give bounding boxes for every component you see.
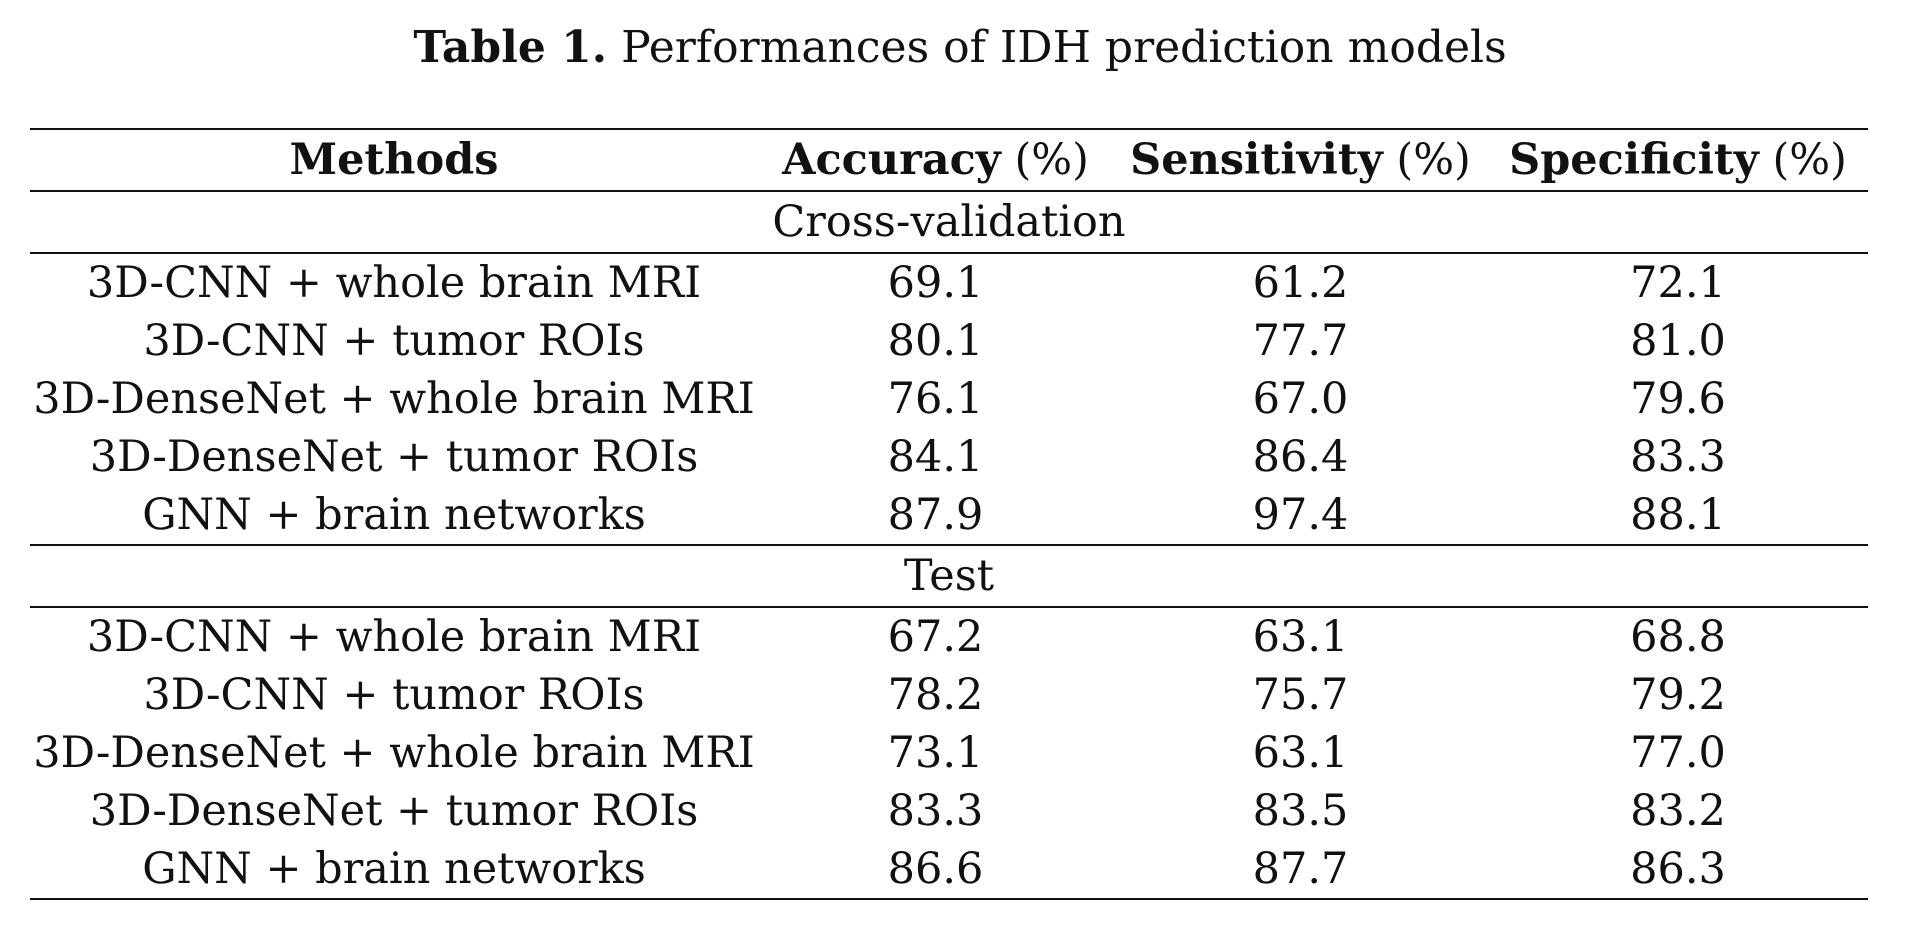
header-label: Specificity bbox=[1509, 135, 1759, 185]
header-unit: (%) bbox=[1396, 135, 1471, 185]
table-row: GNN + brain networks 86.6 87.7 86.3 bbox=[30, 840, 1868, 900]
header-label: Accuracy bbox=[782, 135, 1001, 185]
table-row: 3D-CNN + whole brain MRI 67.2 63.1 68.8 bbox=[30, 607, 1868, 666]
specificity-cell: 77.0 bbox=[1630, 728, 1726, 778]
section-title: Test bbox=[30, 545, 1868, 608]
specificity-cell: 86.3 bbox=[1488, 840, 1868, 900]
header-label: Methods bbox=[289, 135, 499, 185]
accuracy-cell: 76.1 bbox=[887, 374, 984, 424]
table-row: GNN + brain networks 87.9 97.4 88.1 bbox=[30, 486, 1868, 546]
accuracy-cell: 78.2 bbox=[887, 670, 984, 720]
header-sensitivity: Sensitivity (%) bbox=[1113, 128, 1488, 192]
specificity-cell: 79.2 bbox=[1630, 670, 1726, 720]
sensitivity-cell: 86.4 bbox=[1252, 432, 1349, 482]
specificity-cell: 79.6 bbox=[1630, 374, 1726, 424]
table-row: 3D-CNN + tumor ROIs 80.1 77.7 81.0 bbox=[30, 312, 1868, 370]
header-row: Methods Accuracy (%) Sensitivity (%) Spe… bbox=[30, 128, 1868, 192]
method-cell: 3D-CNN + whole brain MRI bbox=[86, 258, 702, 308]
specificity-cell: 68.8 bbox=[1630, 612, 1726, 662]
header-unit: (%) bbox=[1014, 135, 1089, 185]
table-row: 3D-CNN + whole brain MRI 69.1 61.2 72.1 bbox=[30, 253, 1868, 312]
method-cell: 3D-DenseNet + whole brain MRI bbox=[33, 728, 755, 778]
method-cell: 3D-DenseNet + tumor ROIs bbox=[89, 786, 699, 836]
sensitivity-cell: 87.7 bbox=[1113, 840, 1488, 900]
method-cell: GNN + brain networks bbox=[30, 840, 758, 900]
specificity-cell: 83.3 bbox=[1630, 432, 1726, 482]
method-cell: 3D-DenseNet + tumor ROIs bbox=[89, 432, 699, 482]
section-row-cross-validation: Cross-validation bbox=[30, 191, 1868, 254]
sensitivity-cell: 61.2 bbox=[1252, 258, 1349, 308]
method-cell: 3D-CNN + tumor ROIs bbox=[143, 670, 645, 720]
header-specificity: Specificity (%) bbox=[1488, 128, 1868, 192]
specificity-cell: 81.0 bbox=[1630, 316, 1726, 366]
sensitivity-cell: 75.7 bbox=[1252, 670, 1349, 720]
sensitivity-cell: 97.4 bbox=[1113, 486, 1488, 546]
table-row: 3D-DenseNet + tumor ROIs 83.3 83.5 83.2 bbox=[30, 782, 1868, 840]
header-unit: (%) bbox=[1772, 135, 1847, 185]
table-caption: Table 1. Performances of IDH prediction … bbox=[0, 18, 1920, 78]
caption-text: Performances of IDH prediction models bbox=[621, 22, 1507, 73]
results-table-container: Methods Accuracy (%) Sensitivity (%) Spe… bbox=[30, 128, 1868, 900]
section-row-test: Test bbox=[30, 545, 1868, 608]
method-cell: GNN + brain networks bbox=[30, 486, 758, 546]
header-label: Sensitivity bbox=[1130, 135, 1383, 185]
method-cell: 3D-CNN + tumor ROIs bbox=[143, 316, 645, 366]
caption-label: Table 1. bbox=[413, 22, 608, 73]
accuracy-cell: 83.3 bbox=[887, 786, 984, 836]
table-row: 3D-DenseNet + tumor ROIs 84.1 86.4 83.3 bbox=[30, 428, 1868, 486]
sensitivity-cell: 77.7 bbox=[1252, 316, 1349, 366]
accuracy-cell: 84.1 bbox=[887, 432, 984, 482]
header-accuracy: Accuracy (%) bbox=[758, 128, 1113, 192]
accuracy-cell: 86.6 bbox=[758, 840, 1113, 900]
accuracy-cell: 73.1 bbox=[887, 728, 984, 778]
specificity-cell: 88.1 bbox=[1488, 486, 1868, 546]
section-title: Cross-validation bbox=[30, 191, 1868, 254]
results-table: Methods Accuracy (%) Sensitivity (%) Spe… bbox=[30, 128, 1868, 900]
sensitivity-cell: 67.0 bbox=[1252, 374, 1349, 424]
sensitivity-cell: 63.1 bbox=[1252, 728, 1349, 778]
method-cell: 3D-CNN + whole brain MRI bbox=[86, 612, 702, 662]
accuracy-cell: 69.1 bbox=[887, 258, 984, 308]
header-methods: Methods bbox=[30, 128, 758, 192]
specificity-cell: 83.2 bbox=[1630, 786, 1726, 836]
table-row: 3D-DenseNet + whole brain MRI 76.1 67.0 … bbox=[30, 370, 1868, 428]
table-row: 3D-DenseNet + whole brain MRI 73.1 63.1 … bbox=[30, 724, 1868, 782]
accuracy-cell: 67.2 bbox=[887, 612, 984, 662]
sensitivity-cell: 63.1 bbox=[1252, 612, 1349, 662]
accuracy-cell: 80.1 bbox=[887, 316, 984, 366]
method-cell: 3D-DenseNet + whole brain MRI bbox=[33, 374, 755, 424]
table-row: 3D-CNN + tumor ROIs 78.2 75.7 79.2 bbox=[30, 666, 1868, 724]
specificity-cell: 72.1 bbox=[1630, 258, 1726, 308]
accuracy-cell: 87.9 bbox=[758, 486, 1113, 546]
sensitivity-cell: 83.5 bbox=[1252, 786, 1349, 836]
